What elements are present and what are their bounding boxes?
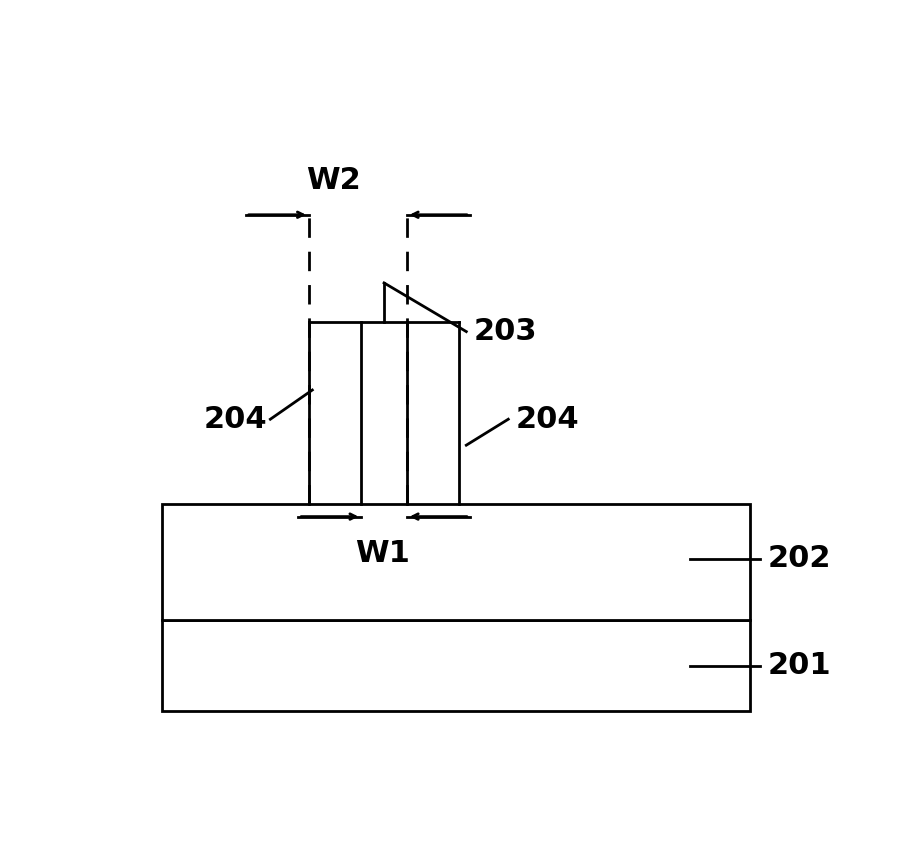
- Text: 201: 201: [767, 652, 830, 680]
- Text: 204: 204: [204, 405, 267, 434]
- Text: 203: 203: [473, 317, 536, 346]
- Text: W1: W1: [354, 540, 410, 568]
- Text: 204: 204: [515, 405, 578, 434]
- Bar: [161, 620, 749, 711]
- Text: 202: 202: [767, 545, 830, 573]
- Bar: [161, 503, 749, 620]
- Text: W2: W2: [306, 166, 360, 196]
